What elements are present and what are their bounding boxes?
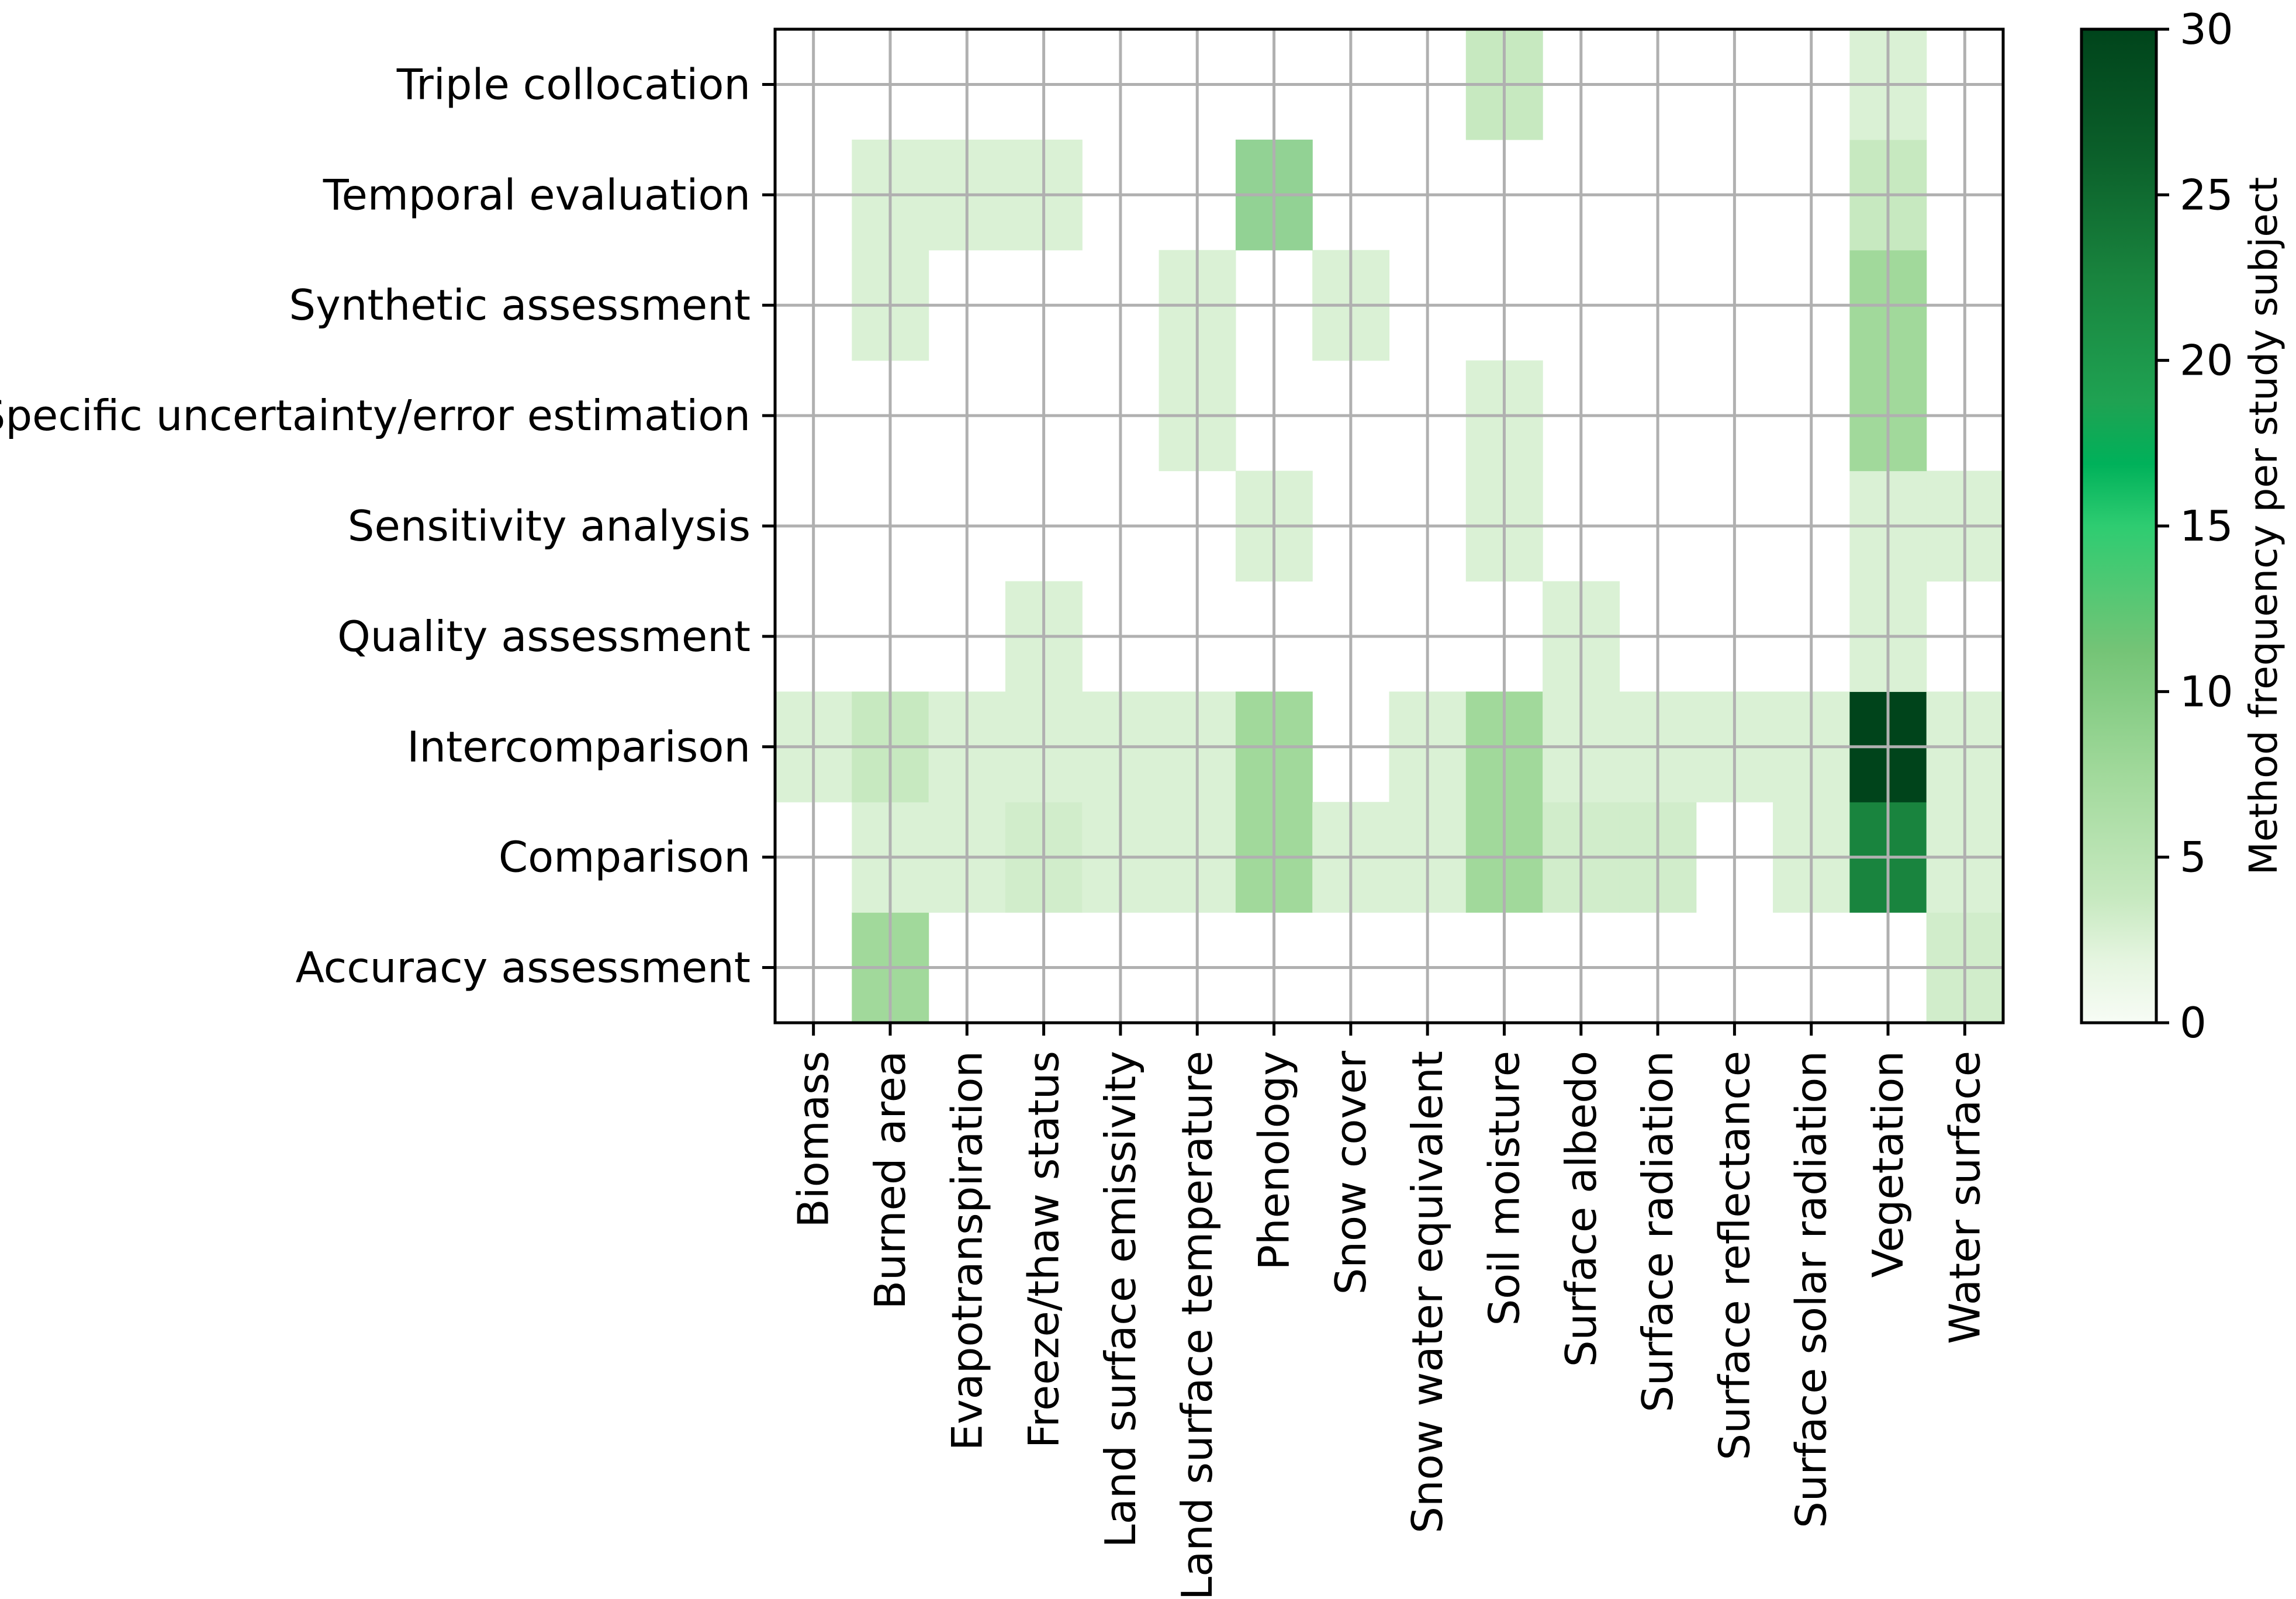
x-tick-label: Biomass (789, 1051, 838, 1228)
gridlines (775, 29, 2003, 1023)
x-tick-label: Water surface (1940, 1051, 1989, 1344)
x-tick-label: Surface albedo (1557, 1051, 1606, 1367)
y-tick-label: Intercomparison (407, 722, 751, 771)
colorbar-tick-label: 20 (2180, 336, 2233, 385)
x-tick-label: Phenology (1250, 1051, 1299, 1270)
colorbar: 0 5 10 15 20 25 30 Method frequency per study … (2080, 5, 2286, 1047)
x-tick-label: Surface radiation (1633, 1051, 1682, 1413)
y-tick-label: Synthetic assessment (289, 281, 751, 330)
colorbar-tick-label: 0 (2180, 998, 2207, 1047)
x-tick-label: Freeze/thaw status (1019, 1051, 1069, 1448)
x-tick-label: Burned area (866, 1051, 915, 1309)
colorbar-label: Method frequency per study subject (2241, 177, 2286, 875)
colorbar-tick-label: 30 (2180, 5, 2233, 54)
colorbar-tick-label: 25 (2180, 170, 2233, 219)
y-tick-label: Accuracy assessment (296, 943, 751, 992)
x-tick-label: Surface reflectance (1710, 1051, 1759, 1460)
colorbar-tick-label: 15 (2180, 501, 2233, 551)
x-tick-label: Vegetation (1863, 1051, 1913, 1278)
y-tick-label: Sensitivity analysis (348, 501, 751, 551)
y-tick-label: Specific uncertainty/error estimation (0, 391, 751, 440)
x-tick-label: Soil moisture (1479, 1051, 1529, 1326)
x-axis: Biomass Burned area Evapotranspiration Free… (789, 1023, 1989, 1599)
x-tick-label: Surface solar radiation (1787, 1051, 1836, 1528)
x-tick-label: Evapotranspiration (942, 1051, 991, 1451)
y-tick-label: Triple collocation (396, 60, 751, 109)
colorbar-tick-label: 10 (2180, 667, 2233, 716)
x-tick-label: Snow cover (1326, 1051, 1375, 1295)
x-tick-label: Snow water equivalent (1403, 1051, 1452, 1534)
x-tick-label: Land surface temperature (1173, 1051, 1222, 1599)
y-axis: Accuracy assessment Comparison Intercompar… (0, 60, 775, 992)
y-tick-label: Comparison (499, 833, 751, 882)
colorbar-tick-label: 5 (2180, 833, 2207, 882)
colorbar-gradient (2080, 27, 2158, 1025)
x-tick-label: Land surface emissivity (1096, 1051, 1145, 1548)
y-tick-label: Temporal evaluation (323, 170, 751, 219)
y-tick-label: Quality assessment (337, 612, 751, 661)
